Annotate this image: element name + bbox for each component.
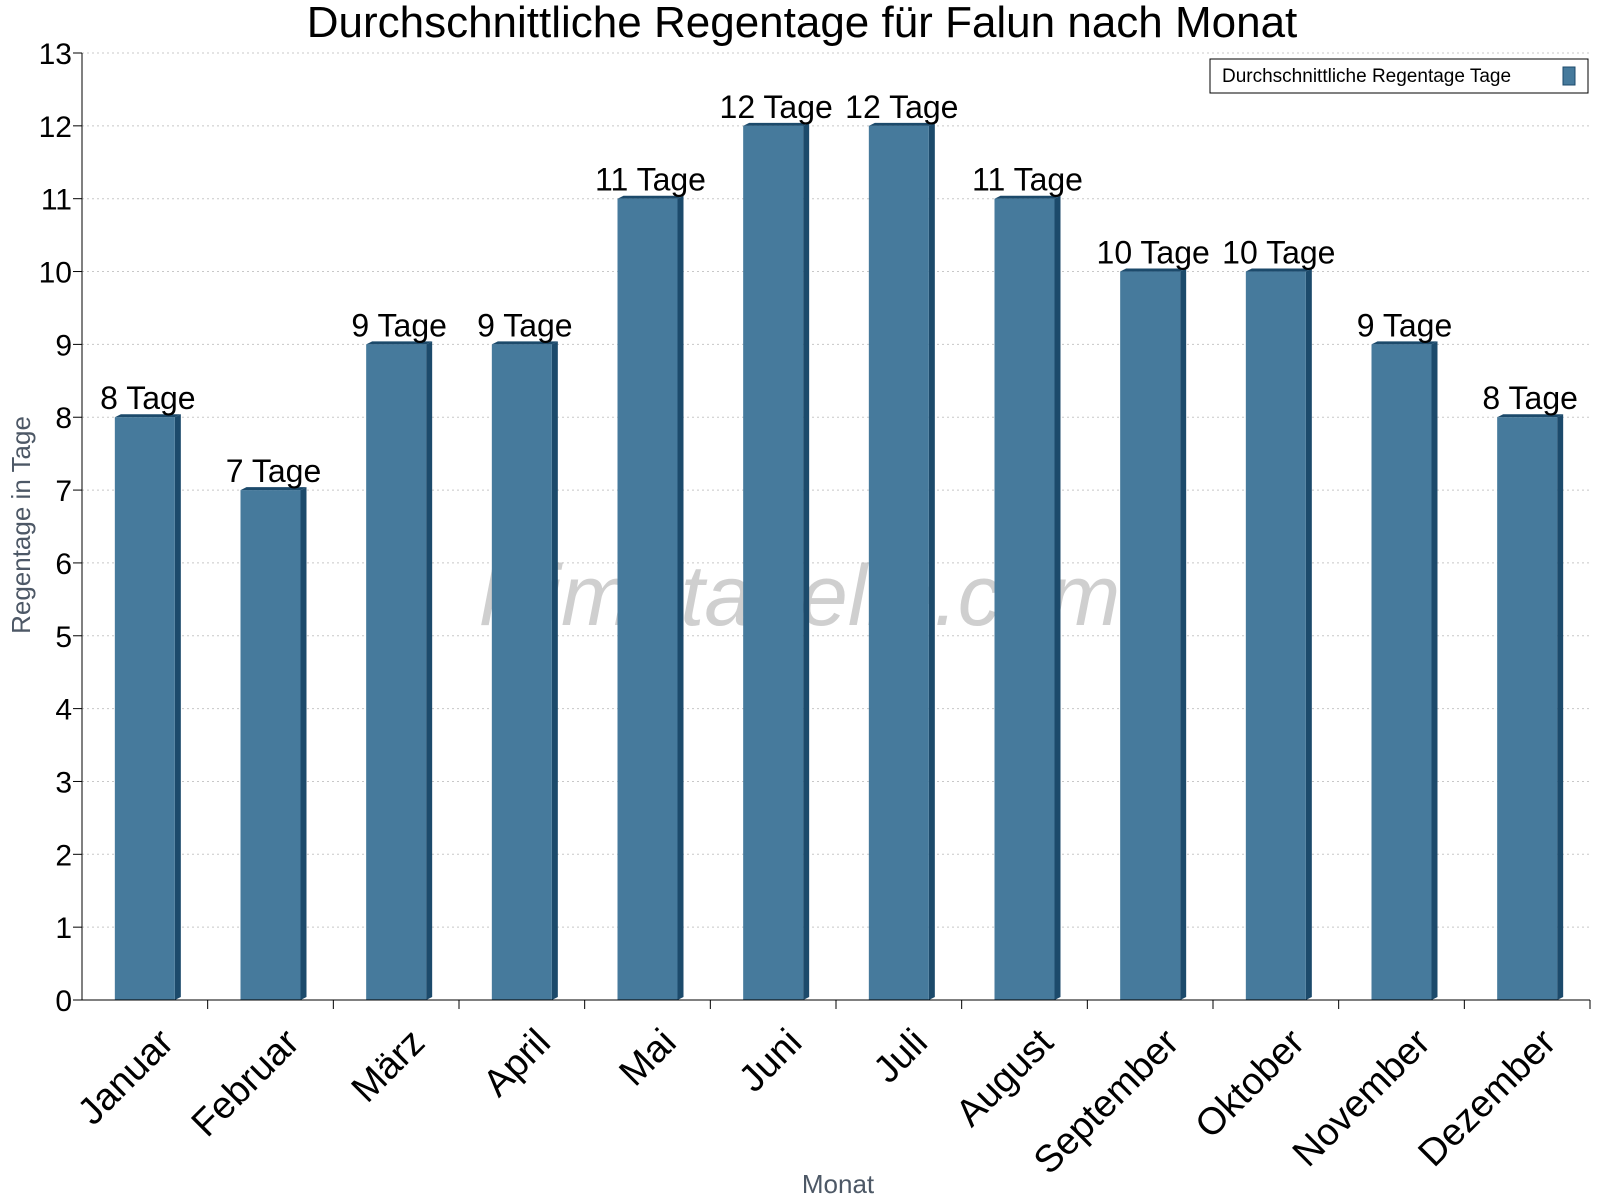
bar bbox=[1371, 344, 1432, 1000]
y-tick-label: 4 bbox=[55, 694, 72, 727]
x-tick-label: November bbox=[1285, 1021, 1439, 1175]
bar-side bbox=[1054, 195, 1061, 1000]
legend: Durchschnittliche Regentage Tage bbox=[1209, 58, 1589, 94]
x-tick-label: April bbox=[475, 1021, 558, 1104]
bar-side bbox=[677, 195, 684, 1000]
bar-top bbox=[114, 414, 181, 418]
bar-juli bbox=[868, 122, 935, 1001]
x-tick-label: Juli bbox=[866, 1021, 936, 1091]
data-label: 9 Tage bbox=[351, 307, 447, 343]
y-axis-label: Regentage in Tage bbox=[6, 416, 36, 634]
bar-side bbox=[1305, 268, 1312, 1000]
bar-november bbox=[1371, 341, 1438, 1000]
bar-top bbox=[366, 341, 433, 345]
y-tick-label: 7 bbox=[55, 475, 72, 508]
bar-side bbox=[174, 414, 181, 1000]
bar-februar bbox=[240, 487, 307, 1001]
data-label: 7 Tage bbox=[226, 453, 322, 489]
bar-side bbox=[1180, 268, 1187, 1000]
bar-april bbox=[491, 341, 558, 1000]
x-tick-label: Juni bbox=[731, 1021, 810, 1100]
data-label: 10 Tage bbox=[1097, 235, 1210, 271]
bar bbox=[617, 198, 678, 1000]
bar-januar bbox=[114, 414, 181, 1000]
bar bbox=[366, 344, 427, 1000]
bar bbox=[240, 490, 301, 1000]
data-label: 8 Tage bbox=[100, 380, 196, 416]
bar-september bbox=[1120, 268, 1187, 1000]
bar-top bbox=[1497, 414, 1564, 418]
data-label: 12 Tage bbox=[845, 89, 958, 125]
bar-top bbox=[743, 122, 810, 126]
y-tick-label: 12 bbox=[39, 111, 72, 144]
chart-title: Durchschnittliche Regentage für Falun na… bbox=[307, 0, 1298, 47]
bar-top bbox=[240, 487, 307, 491]
legend-swatch bbox=[1562, 66, 1576, 86]
bars bbox=[114, 122, 1564, 1001]
bar-top bbox=[1245, 268, 1312, 272]
y-tick-label: 11 bbox=[41, 184, 72, 217]
bar bbox=[1497, 417, 1558, 1000]
bar-top bbox=[868, 122, 935, 126]
gridlines bbox=[82, 52, 1590, 928]
data-label: 10 Tage bbox=[1222, 235, 1335, 271]
x-tick-label: Januar bbox=[70, 1021, 182, 1133]
bar bbox=[114, 417, 175, 1000]
bar-top bbox=[617, 195, 684, 199]
x-tick-label: März bbox=[344, 1021, 433, 1110]
y-tick-label: 8 bbox=[55, 402, 72, 435]
bar-august bbox=[994, 195, 1061, 1000]
y-tick-label: 3 bbox=[55, 766, 72, 799]
bar-side bbox=[928, 122, 935, 1001]
x-tick-label: Oktober bbox=[1188, 1021, 1314, 1147]
data-label: 9 Tage bbox=[1357, 307, 1453, 343]
data-label: 11 Tage bbox=[595, 162, 706, 198]
x-tick-label: Mai bbox=[612, 1021, 685, 1094]
legend-box bbox=[1209, 58, 1589, 94]
y-tick-label: 9 bbox=[55, 329, 72, 362]
bar-top bbox=[1371, 341, 1438, 345]
bar-side bbox=[1431, 341, 1438, 1000]
bar-juni bbox=[743, 122, 810, 1001]
bar-dezember bbox=[1497, 414, 1564, 1000]
x-tick-label: Dezember bbox=[1411, 1021, 1565, 1175]
bar-side bbox=[803, 122, 810, 1001]
y-tick-label: 13 bbox=[39, 38, 72, 71]
y-tick-label: 10 bbox=[39, 257, 72, 290]
data-label: 11 Tage bbox=[972, 162, 1083, 198]
y-tick-label: 2 bbox=[55, 839, 72, 872]
bar-side bbox=[300, 487, 307, 1001]
y-tick-label: 1 bbox=[55, 912, 72, 945]
bar-märz bbox=[366, 341, 433, 1000]
y-tick-label: 6 bbox=[55, 548, 72, 581]
bar bbox=[868, 125, 929, 1001]
x-tick-label: August bbox=[948, 1021, 1062, 1135]
legend-label: Durchschnittliche Regentage Tage bbox=[1222, 66, 1511, 87]
data-label: 8 Tage bbox=[1482, 380, 1578, 416]
bar bbox=[491, 344, 552, 1000]
data-labels: 8 Tage 7 Tage 9 Tage 9 Tage 11 Tage 12 Tage 12… bbox=[100, 89, 1578, 489]
bar-side bbox=[426, 341, 433, 1000]
bar-mai bbox=[617, 195, 684, 1000]
data-label: 9 Tage bbox=[477, 307, 573, 343]
bar-top bbox=[491, 341, 558, 345]
x-tick-label: Februar bbox=[184, 1021, 308, 1145]
bar bbox=[1120, 271, 1181, 1000]
y-tick-label: 5 bbox=[55, 621, 72, 654]
bar bbox=[743, 125, 804, 1001]
bar-top bbox=[994, 195, 1061, 199]
bar-oktober bbox=[1245, 268, 1312, 1000]
bar-side bbox=[551, 341, 558, 1000]
y-tick-label: 0 bbox=[55, 985, 72, 1018]
bar-side bbox=[1557, 414, 1564, 1000]
bar bbox=[994, 198, 1055, 1000]
bar bbox=[1245, 271, 1306, 1000]
data-label: 12 Tage bbox=[720, 89, 833, 125]
bar-top bbox=[1120, 268, 1187, 272]
x-axis-label: Monat bbox=[802, 1169, 875, 1199]
